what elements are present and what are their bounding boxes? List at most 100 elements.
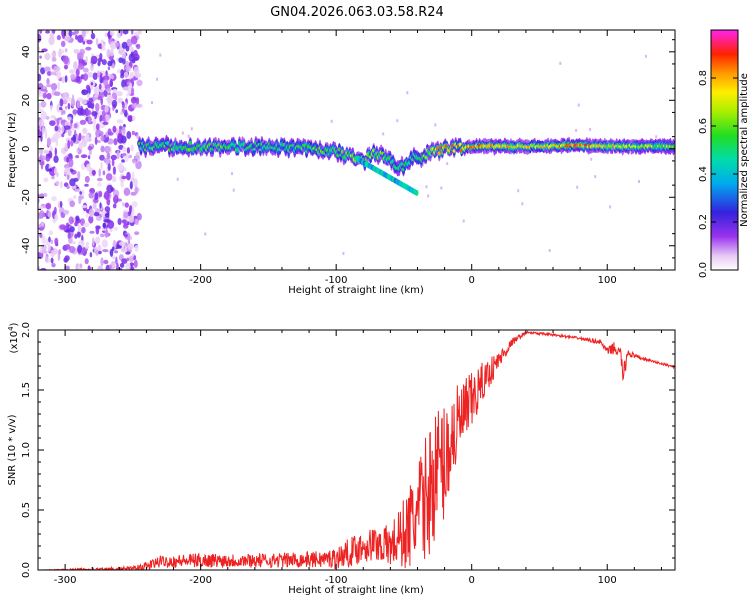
noise-cell — [78, 196, 82, 205]
noise-cell — [68, 216, 74, 225]
noise-cell — [71, 31, 76, 36]
noise-cell — [104, 104, 109, 113]
noise-cell — [95, 38, 99, 46]
noise-cell — [64, 65, 68, 70]
noise-cell — [38, 33, 42, 43]
noise-cell — [113, 138, 118, 146]
x-tick-label: -300 — [54, 575, 77, 586]
noise-cell — [71, 185, 77, 190]
noise-cell — [41, 48, 48, 52]
noise-cell — [89, 230, 95, 234]
noise-cell — [73, 123, 78, 129]
noise-cell — [94, 236, 101, 245]
noise-cell — [57, 81, 61, 91]
speckle-cell — [406, 91, 409, 95]
noise-cell — [46, 84, 53, 88]
noise-cell — [69, 178, 76, 187]
noise-cell — [75, 215, 80, 222]
noise-cell — [109, 31, 115, 36]
snr-series-line — [38, 330, 675, 570]
speckle-cell — [176, 177, 179, 181]
snr-panel: -300 -200 -100 0 100 0.0 0.5 1.0 1.5 2.0 Height o… — [7, 322, 676, 596]
noise-cell — [87, 145, 93, 151]
noise-cell — [127, 78, 131, 83]
noise-cell — [38, 90, 43, 97]
noise-cell — [39, 55, 42, 59]
figure-title: GN04.2026.063.03.58.R24 — [270, 5, 444, 20]
y-tick-label: 0 — [21, 146, 32, 152]
noise-cell — [126, 221, 130, 226]
noise-cell — [74, 221, 78, 227]
noise-cell — [97, 57, 103, 63]
x-tick-label: 0 — [469, 275, 475, 286]
noise-cell — [79, 119, 87, 125]
noise-cell — [100, 145, 105, 153]
noise-cell — [121, 202, 125, 207]
noise-cell — [86, 39, 93, 45]
noise-cell — [117, 97, 123, 104]
y-tick-label: 0.0 — [21, 562, 32, 578]
noise-cell — [134, 186, 139, 195]
noise-cell — [94, 136, 98, 145]
ridge-cell — [187, 147, 191, 152]
noise-cell — [129, 181, 133, 190]
speckle-cell — [156, 77, 159, 81]
noise-cell — [117, 119, 123, 123]
noise-cell — [60, 180, 63, 189]
noise-cell — [120, 111, 124, 115]
noise-cell — [121, 102, 125, 109]
noise-cell — [114, 250, 118, 254]
noise-cell — [106, 152, 111, 161]
noise-cell — [107, 163, 111, 171]
noise-cell — [126, 147, 131, 154]
noise-cell — [66, 174, 70, 180]
noise-cell — [129, 222, 135, 227]
noise-cell — [122, 223, 129, 229]
noise-cell — [136, 212, 142, 221]
noise-cell — [77, 171, 81, 180]
noise-cell — [50, 115, 56, 119]
noise-cell — [56, 34, 62, 41]
noise-cell — [121, 41, 128, 49]
noise-cell — [116, 150, 120, 160]
noise-cell — [135, 97, 140, 106]
noise-cell — [107, 60, 113, 67]
noise-cell — [73, 48, 80, 54]
speckle-cell — [521, 202, 524, 206]
speckle-cell — [594, 175, 597, 179]
noise-cell — [59, 98, 64, 107]
x-tick-label: -300 — [54, 275, 77, 286]
noise-cell — [51, 196, 57, 202]
noise-cell — [51, 51, 57, 60]
noise-cell — [131, 130, 135, 136]
noise-cell — [77, 63, 85, 70]
noise-cell — [101, 239, 108, 248]
noise-cell — [123, 211, 129, 219]
noise-cell — [61, 49, 65, 54]
noise-cell — [106, 48, 111, 58]
noise-cell — [101, 59, 107, 66]
noise-cell — [129, 46, 134, 53]
noise-cell — [84, 258, 89, 265]
noise-cell — [101, 43, 106, 47]
noise-cell — [48, 168, 52, 172]
noise-cell — [124, 202, 129, 208]
noise-cell — [136, 79, 143, 87]
noise-cell — [120, 181, 124, 188]
noise-cell — [50, 257, 54, 264]
noise-cell — [130, 96, 137, 104]
noise-cell — [127, 40, 133, 46]
noise-cell — [111, 175, 117, 183]
noise-cell — [136, 43, 141, 50]
noise-cell — [56, 172, 59, 177]
noise-cell — [92, 237, 95, 247]
noise-cell — [38, 133, 42, 138]
snr-line-plot — [38, 330, 675, 570]
noise-cell — [95, 123, 100, 131]
noise-cell — [106, 95, 114, 104]
noise-cell — [67, 116, 72, 121]
noise-cell — [130, 35, 138, 45]
speckle-cell — [151, 101, 153, 105]
noise-cell — [82, 73, 89, 81]
